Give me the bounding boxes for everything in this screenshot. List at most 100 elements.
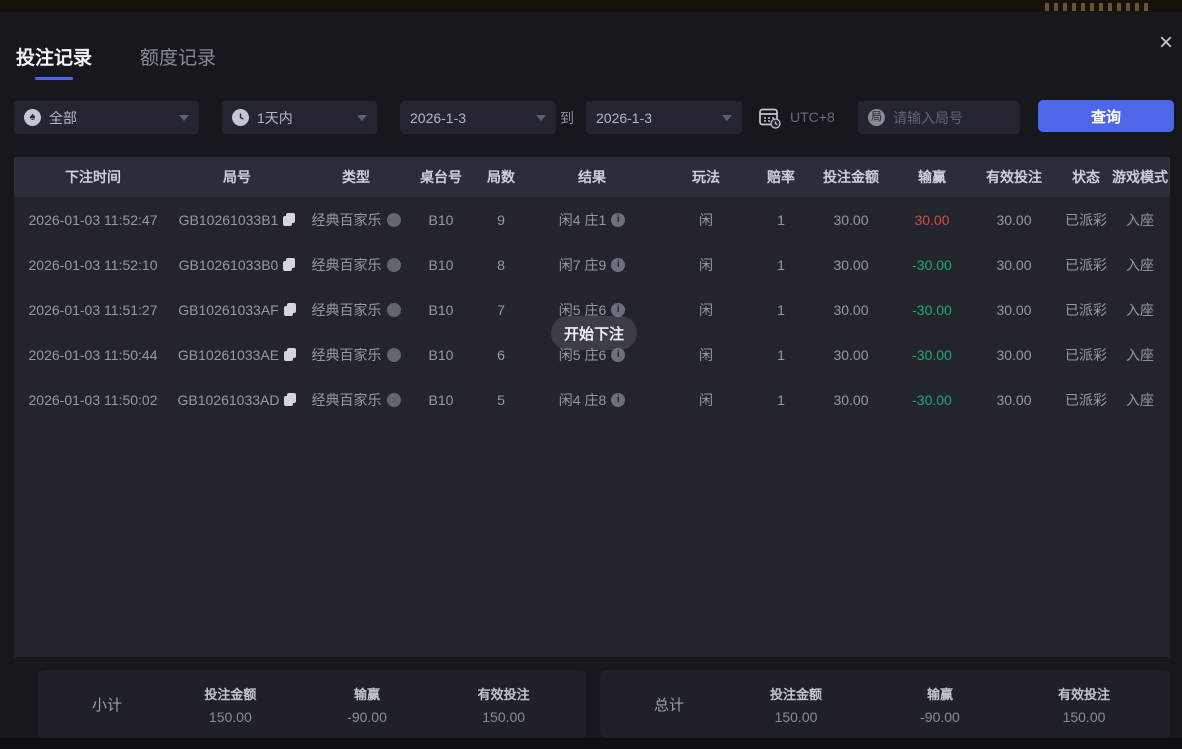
cell-bet-amount: 30.00 <box>833 391 869 408</box>
round-id-text: GB10261033AF <box>178 301 279 318</box>
cell-valid-bet: 30.00 <box>996 346 1032 363</box>
cell-valid-bet: 30.00 <box>996 391 1032 408</box>
stat-value: 150.00 <box>1062 708 1106 725</box>
type-text: 经典百家乐 <box>311 301 382 318</box>
clock-icon <box>232 109 249 126</box>
subtotal-valid-bet: 有效投注 150.00 <box>435 684 572 725</box>
background-top-strip <box>0 0 1182 12</box>
game-type-select[interactable]: ♠ 全部 <box>14 101 199 134</box>
cell-bet-amount: 30.00 <box>833 211 869 228</box>
type-text: 经典百家乐 <box>311 346 382 363</box>
cell-bet-time: 2026-01-03 11:52:47 <box>28 211 158 228</box>
cell-game-mode: 入座 <box>1126 211 1154 228</box>
cell-status: 已派彩 <box>1065 301 1107 318</box>
game-badge-icon <box>386 212 401 227</box>
cell-win-loss: -30.00 <box>912 346 952 363</box>
stat-label: 有效投注 <box>1057 686 1110 702</box>
round-number-input[interactable] <box>893 109 1003 126</box>
cell-win-loss: -30.00 <box>912 256 952 273</box>
cell-rounds: 5 <box>497 391 505 408</box>
total-valid-bet: 有效投注 150.00 <box>1012 684 1156 725</box>
tab-quota-records[interactable]: 额度记录 <box>140 43 216 80</box>
col-header-table-no: 桌台号 <box>420 169 462 185</box>
chevron-down-icon <box>722 114 732 121</box>
col-header-bet-time: 下注时间 <box>65 169 121 185</box>
cell-result: 闲5 庄6 i <box>530 300 654 320</box>
cell-result: 闲4 庄8 i <box>530 390 654 410</box>
copy-icon[interactable] <box>283 303 296 316</box>
cell-type: 经典百家乐 <box>302 345 410 365</box>
cell-win-loss: -30.00 <box>912 301 952 318</box>
table-row: 2026-01-03 11:50:44 GB10261033AE 经典百家乐 B… <box>14 332 1170 377</box>
info-icon[interactable]: i <box>611 212 626 227</box>
result-text: 闲7 庄9 <box>558 256 607 273</box>
cell-bet-amount: 30.00 <box>833 301 869 318</box>
type-text: 经典百家乐 <box>311 211 382 228</box>
cell-rounds: 8 <box>497 256 505 273</box>
cell-valid-bet: 30.00 <box>996 301 1032 318</box>
col-header-round-id: 局号 <box>223 169 251 185</box>
col-header-bet-amount: 投注金额 <box>823 169 879 185</box>
cell-valid-bet: 30.00 <box>996 211 1032 228</box>
calendar-clock-icon[interactable] <box>757 105 781 129</box>
tab-betting-records[interactable]: 投注记录 <box>16 43 92 80</box>
cell-odds: 1 <box>777 256 785 273</box>
round-id-text: GB10261033B0 <box>178 256 279 273</box>
cell-game-mode: 入座 <box>1126 301 1154 318</box>
date-from-select[interactable]: 2026-1-3 <box>400 101 556 134</box>
cell-bet-time: 2026-01-03 11:52:10 <box>28 256 158 273</box>
stat-label: 输赢 <box>354 686 381 702</box>
stat-value: 150.00 <box>482 708 526 725</box>
info-icon[interactable]: i <box>611 257 626 272</box>
copy-icon[interactable] <box>283 213 296 226</box>
cell-round-id: GB10261033AD <box>172 392 302 408</box>
chevron-down-icon <box>179 114 189 121</box>
stat-value: 150.00 <box>774 708 818 725</box>
tab-bar: 投注记录 额度记录 <box>16 43 216 80</box>
result-text: 闲5 庄6 <box>558 301 607 318</box>
date-to-select[interactable]: 2026-1-3 <box>586 101 742 134</box>
stat-label: 投注金额 <box>769 686 822 702</box>
copy-icon[interactable] <box>283 258 296 271</box>
filter-bar: ♠ 全部 1天内 2026-1-3 到 2026-1-3 <box>0 100 1182 134</box>
table-body: 2026-01-03 11:52:47 GB10261033B1 经典百家乐 B… <box>14 197 1170 657</box>
date-from-value: 2026-1-3 <box>410 109 467 126</box>
cell-bet-time: 2026-01-03 11:50:44 <box>28 346 158 363</box>
col-header-valid-bet: 有效投注 <box>986 169 1042 185</box>
cell-result: 闲4 庄1 i <box>530 210 654 230</box>
cell-win-loss: -30.00 <box>912 391 952 408</box>
total-panel: 总计 投注金额 150.00 输赢 -90.00 有效投注 150.00 <box>600 670 1170 738</box>
search-button[interactable]: 查询 <box>1038 100 1174 132</box>
stat-label: 输赢 <box>926 686 953 702</box>
time-range-value: 1天内 <box>257 109 293 126</box>
background-decoration <box>1040 3 1150 11</box>
cell-status: 已派彩 <box>1065 391 1107 408</box>
close-icon[interactable]: × <box>1159 29 1174 56</box>
result-text: 闲4 庄1 <box>558 211 607 228</box>
info-icon[interactable]: i <box>611 302 626 317</box>
cell-rounds: 7 <box>497 301 505 318</box>
cell-table-no: B10 <box>428 211 454 228</box>
copy-icon[interactable] <box>284 393 297 406</box>
cell-result: 闲5 庄6 i <box>530 345 654 365</box>
round-id-text: GB10261033AE <box>177 346 280 363</box>
cell-odds: 1 <box>777 391 785 408</box>
cell-round-id: GB10261033B0 <box>172 257 302 273</box>
round-id-text: GB10261033B1 <box>178 211 279 228</box>
cell-status: 已派彩 <box>1065 211 1107 228</box>
result-text: 闲4 庄8 <box>558 391 607 408</box>
cell-type: 经典百家乐 <box>302 300 410 320</box>
cell-round-id: GB10261033B1 <box>172 212 302 228</box>
cell-rounds: 6 <box>497 346 505 363</box>
cell-table-no: B10 <box>428 301 454 318</box>
table-header-row: 下注时间 局号 类型 桌台号 局数 结果 玩法 赔率 投注金额 输赢 有效投注 … <box>14 157 1170 197</box>
info-icon[interactable]: i <box>611 392 626 407</box>
game-badge-icon <box>386 257 401 272</box>
table-row: 2026-01-03 11:50:02 GB10261033AD 经典百家乐 B… <box>14 377 1170 422</box>
type-text: 经典百家乐 <box>311 256 382 273</box>
info-icon[interactable]: i <box>611 347 626 362</box>
col-header-result: 结果 <box>578 169 606 185</box>
time-range-select[interactable]: 1天内 <box>222 101 377 134</box>
round-number-icon: 局 <box>868 109 885 126</box>
copy-icon[interactable] <box>284 348 297 361</box>
